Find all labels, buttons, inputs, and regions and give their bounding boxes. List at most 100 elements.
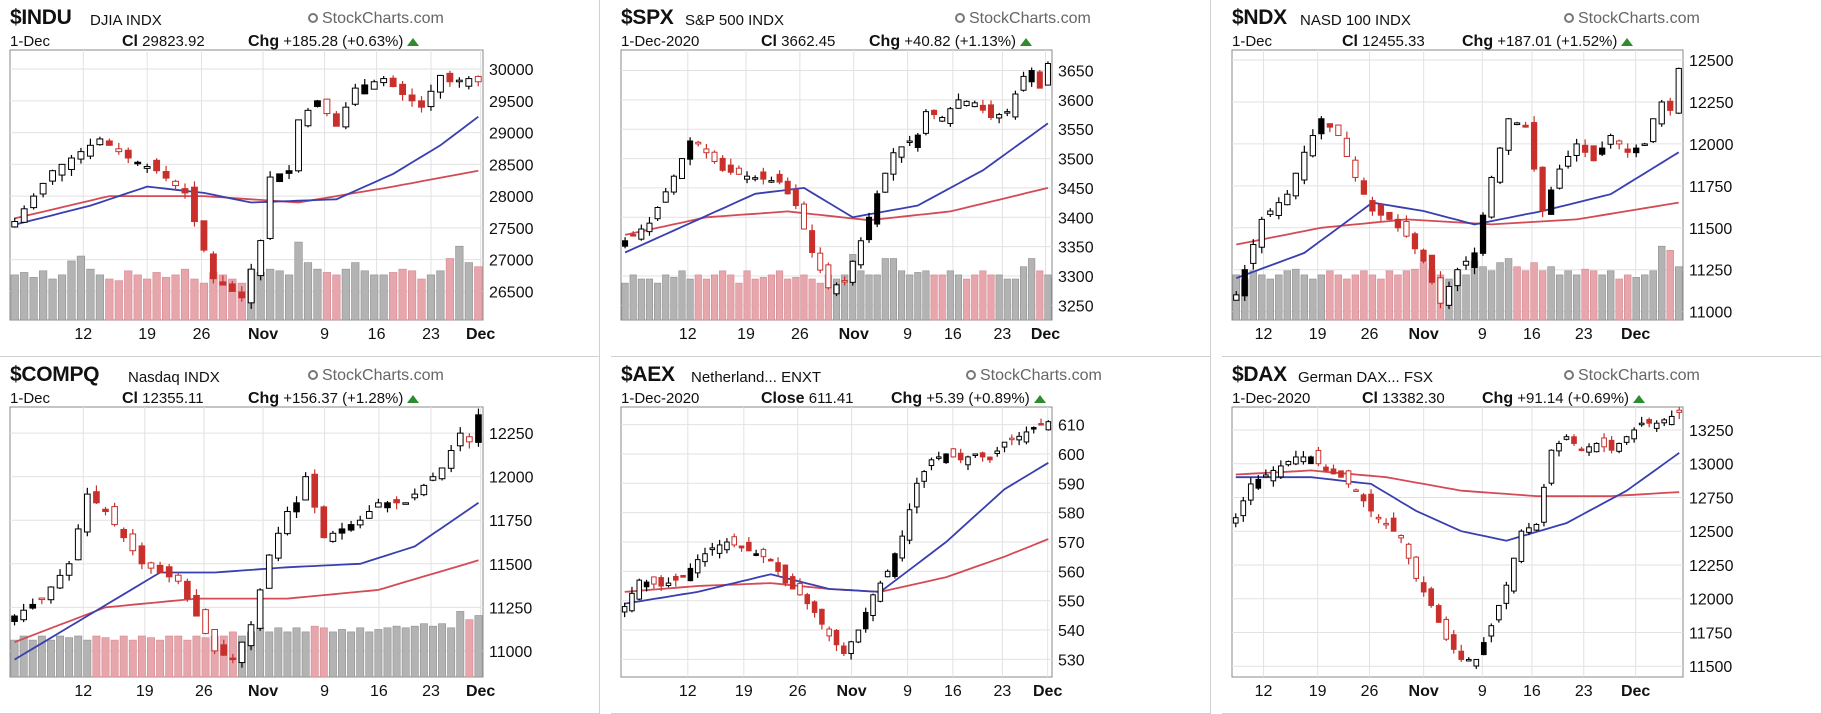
y-tick-label: 3350: [1058, 240, 1094, 257]
candle-body: [211, 629, 218, 652]
candle-body: [1413, 556, 1419, 579]
volume-bar: [28, 639, 37, 678]
x-tick-label: 23: [1575, 326, 1593, 343]
x-tick-label: Dec: [466, 326, 495, 343]
volume-bar: [678, 270, 686, 321]
volume-bar: [1564, 270, 1572, 321]
candle-body: [746, 541, 752, 552]
chart-symbol[interactable]: $COMPQ: [10, 363, 100, 386]
candle-body: [789, 576, 796, 590]
candle-body: [621, 606, 628, 613]
candle-body: [1016, 435, 1022, 441]
x-tick-label: 12: [679, 326, 697, 343]
volume-bar: [313, 268, 322, 321]
candle-body: [420, 484, 428, 496]
candle-body: [1623, 436, 1630, 443]
volume-bar: [365, 631, 374, 678]
candle-body: [47, 586, 55, 601]
volume-bar: [447, 627, 456, 678]
candle-body: [1653, 422, 1660, 429]
candle-body: [65, 563, 73, 576]
chart-symbol[interactable]: $DAX: [1232, 363, 1287, 386]
chart-panel-compq: $COMPQ Nasdaq INDX StockCharts.com 1-Dec…: [0, 357, 600, 714]
candle-body: [931, 109, 938, 116]
y-tick-label: 570: [1058, 535, 1085, 552]
y-tick-label: 12000: [1689, 592, 1734, 609]
candle-body: [1564, 155, 1572, 167]
volume-bar: [95, 274, 104, 321]
candle-body: [181, 188, 189, 194]
volume-bar: [1019, 266, 1028, 321]
volume-bar: [995, 274, 1003, 321]
volume-bar: [124, 270, 133, 321]
candle-body: [1616, 442, 1622, 452]
y-tick-label: 12000: [1689, 137, 1734, 154]
candle-body: [784, 180, 791, 195]
candle-body: [1450, 634, 1457, 650]
candle-body: [1641, 143, 1648, 146]
candle-body: [1255, 478, 1262, 489]
candle-body: [809, 230, 816, 253]
volume-bar: [379, 274, 388, 321]
candle-body: [389, 77, 397, 88]
chart-symbol[interactable]: $INDU: [10, 6, 72, 29]
y-tick-label: 530: [1058, 652, 1085, 669]
y-tick-label: 11250: [489, 600, 532, 617]
candle-body: [1582, 144, 1589, 153]
candle-body: [1503, 584, 1510, 604]
candle-body: [898, 146, 905, 158]
candle-body: [1038, 423, 1044, 426]
volume-bar: [383, 627, 392, 678]
candle-body: [1533, 523, 1540, 531]
chart-symbol[interactable]: $SPX: [621, 6, 674, 29]
chart-panel-aex: $AEX Netherland... ENXT StockCharts.com …: [611, 357, 1211, 714]
chart-symbol[interactable]: $AEX: [621, 363, 675, 386]
candle-body: [1437, 277, 1444, 304]
volume-bar: [1555, 274, 1564, 321]
volume-bar: [694, 274, 702, 321]
volume-bar: [48, 278, 57, 321]
volume-bar: [292, 627, 301, 678]
candle-body: [1405, 543, 1412, 559]
volume-bar: [621, 282, 629, 321]
candle-body: [418, 100, 425, 108]
candle-body: [86, 144, 94, 157]
candle-body: [293, 502, 300, 513]
candle-body: [365, 511, 373, 519]
candle-body: [342, 106, 350, 128]
volume-bar: [629, 274, 637, 321]
candle-body: [752, 177, 759, 180]
candle-body: [275, 532, 282, 559]
volume-bar: [101, 637, 110, 678]
volume-bar: [1249, 270, 1257, 321]
volume-bar: [29, 277, 38, 321]
y-tick-label: 12500: [1689, 524, 1734, 541]
volume-bar: [436, 270, 445, 321]
volume-bar: [67, 260, 76, 321]
change-value: +91.14 (+0.69%): [1517, 390, 1630, 407]
x-tick-label: 23: [422, 683, 440, 700]
x-tick-label: 12: [679, 683, 697, 700]
candle-body: [947, 108, 954, 124]
candle-body: [143, 165, 151, 169]
candle-body: [1300, 456, 1307, 463]
ma-slow-line: [14, 169, 479, 220]
candle-body: [466, 436, 473, 443]
y-tick-label: 11500: [1689, 659, 1732, 676]
candle-body: [1590, 145, 1597, 162]
x-tick-label: 19: [1309, 326, 1327, 343]
y-tick-label: 29000: [489, 126, 534, 143]
x-tick-label: 9: [903, 683, 912, 700]
chart-symbol[interactable]: $NDX: [1232, 6, 1287, 29]
candle-body: [870, 594, 876, 617]
candle-body: [438, 467, 446, 480]
y-tick-label: 11000: [1689, 305, 1732, 322]
candle-body: [972, 453, 979, 456]
volume-bar: [76, 255, 86, 321]
candle-body: [768, 180, 775, 183]
volume-bar: [1530, 262, 1538, 321]
candle-body: [1526, 527, 1532, 533]
watermark: StockCharts.com: [966, 367, 1102, 385]
volume-bar: [190, 278, 199, 321]
change-value: +185.28 (+0.63%): [283, 33, 404, 50]
